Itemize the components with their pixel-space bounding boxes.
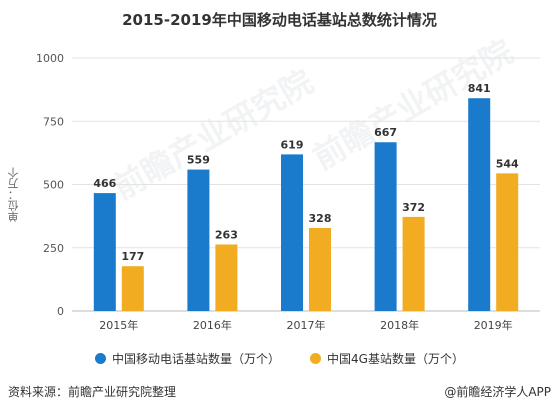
- data-label: 328: [309, 212, 332, 225]
- data-label: 544: [496, 157, 519, 170]
- data-label: 466: [93, 177, 116, 190]
- data-label: 263: [215, 228, 238, 241]
- data-label: 177: [121, 250, 144, 263]
- brand-credit: @前瞻经济学人APP: [444, 385, 551, 399]
- legend-label-series1: 中国移动电话基站数量（万个）: [112, 352, 281, 366]
- y-tick-label: 750: [43, 115, 64, 128]
- bar-series1: [281, 154, 303, 311]
- bar-chart: 0 250 500 750 1000 2015年 466 177 2016年 559 263 2017…: [36, 52, 540, 332]
- x-tick-label: 2019年: [474, 318, 513, 332]
- bar-series2: [402, 216, 425, 311]
- y-tick-label: 250: [43, 242, 64, 255]
- bar-series2: [215, 244, 238, 311]
- chart-title: 2015-2019年中国移动电话基站总数统计情况: [122, 11, 437, 29]
- legend-label-series2: 中国4G基站数量（万个）: [327, 352, 464, 366]
- legend-dot-series1: [95, 353, 107, 364]
- bar-series1: [187, 169, 210, 311]
- source-note: 资料来源：前瞻产业研究院整理: [8, 385, 177, 399]
- x-tick-label: 2017年: [287, 318, 326, 332]
- legend-dot-series2: [310, 353, 322, 364]
- data-label: 667: [374, 126, 397, 139]
- y-tick-label: 1000: [36, 52, 64, 65]
- y-tick-label: 0: [57, 305, 64, 318]
- legend-item-series2: 中国4G基站数量（万个）: [310, 350, 464, 367]
- bar-series2: [309, 228, 331, 311]
- data-label: 559: [187, 154, 210, 167]
- bar-series2: [121, 266, 144, 311]
- data-label: 372: [402, 201, 425, 214]
- x-tick-label: 2016年: [193, 318, 232, 332]
- x-tick-label: 2018年: [380, 318, 419, 332]
- x-tick-label: 2015年: [99, 318, 138, 332]
- bar-series2: [496, 173, 519, 311]
- data-label: 619: [281, 138, 304, 151]
- legend: 中国移动电话基站数量（万个） 中国4G基站数量（万个）: [0, 350, 559, 367]
- bar-series1: [374, 142, 397, 311]
- legend-item-series1: 中国移动电话基站数量（万个）: [95, 350, 280, 367]
- data-label: 841: [468, 82, 491, 95]
- bar-series1: [93, 193, 116, 311]
- bar-series1: [468, 98, 491, 312]
- y-tick-label: 500: [43, 179, 64, 192]
